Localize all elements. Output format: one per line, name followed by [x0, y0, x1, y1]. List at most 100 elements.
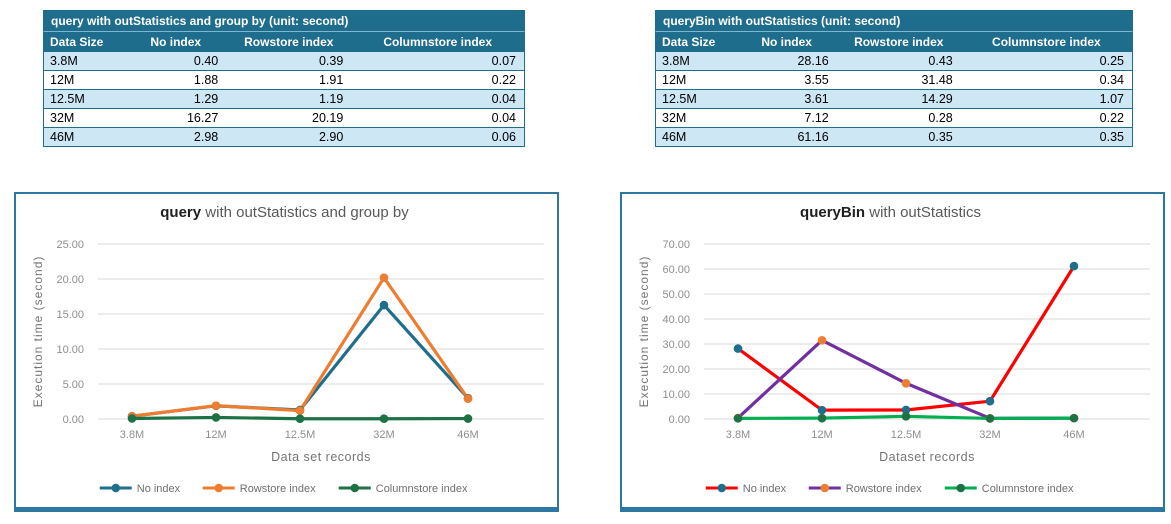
value-cell: 14.29 [836, 89, 961, 109]
table-row: 12.5M 1.29 1.19 0.04 [43, 89, 525, 109]
data-size-cell: 32M [43, 108, 126, 128]
series-marker-rowstore-index [379, 273, 389, 282]
value-cell: 0.06 [351, 127, 525, 147]
x-tick-label: 3.8M [120, 429, 144, 441]
x-tick-label: 12M [811, 429, 832, 441]
data-size-cell: 12.5M [655, 89, 737, 109]
value-cell: 2.90 [226, 127, 352, 147]
y-axis-label: Execution time (second) [637, 256, 651, 408]
series-marker-columnstore-index [211, 413, 221, 422]
series-marker-columnstore-index [295, 414, 305, 424]
legend-marker [214, 483, 224, 493]
x-tick-label: 12M [205, 429, 226, 441]
x-axis-label: Data set records [271, 450, 371, 464]
value-cell: 0.40 [125, 51, 227, 71]
chart-canvas: query with outStatistics and group by 0.0… [31, 204, 544, 495]
value-cell: 16.27 [125, 108, 227, 128]
series-line-rowstore-index [130, 276, 470, 418]
x-tick-label: 12.5M [891, 429, 922, 441]
table-row: 32M 7.12 0.28 0.22 [655, 108, 1133, 128]
value-cell: 3.55 [736, 70, 837, 90]
y-tick-label: 5.00 [63, 379, 84, 391]
table-row: 3.8M 0.40 0.39 0.07 [43, 51, 525, 71]
x-tick-label: 32M [979, 429, 1000, 441]
value-cell: 0.34 [960, 70, 1133, 90]
chart-title: query with outStatistics and group by [160, 204, 409, 221]
value-cell: 0.22 [351, 70, 525, 90]
legend-label: Rowstore index [240, 483, 316, 495]
series-marker-rowstore-index [901, 378, 911, 388]
value-cell: 0.25 [960, 51, 1133, 71]
value-cell: 1.88 [125, 70, 227, 90]
column-header-no-index: No index [125, 32, 227, 52]
data-size-cell: 46M [43, 127, 126, 147]
column-header-columnstore-index: Columnstore index [960, 32, 1133, 52]
legend-label: Columnstore index [982, 483, 1074, 495]
series-marker-columnstore-index [1069, 413, 1079, 423]
value-cell: 0.43 [836, 51, 961, 71]
y-tick-label: 0.00 [669, 414, 690, 426]
table-body: Data Size No index Rowstore index Columnsto… [655, 32, 1133, 147]
x-tick-label: 12.5M [285, 429, 316, 441]
data-size-cell: 3.8M [655, 51, 737, 71]
series-marker-columnstore-index [463, 414, 473, 423]
value-cell: 0.28 [836, 108, 961, 128]
data-size-cell: 46M [655, 127, 737, 147]
legend-item-columnstore-index: Columnstore index [338, 483, 468, 495]
table-row: 32M 16.27 20.19 0.04 [43, 108, 525, 128]
value-cell: 1.29 [125, 89, 227, 109]
chart-title: queryBin with outStatistics [800, 204, 981, 221]
value-cell: 0.22 [960, 108, 1133, 128]
series-marker-no-index [901, 405, 911, 415]
value-cell: 61.16 [736, 127, 837, 147]
column-header-columnstore-index: Columnstore index [351, 32, 525, 52]
benchmark-table: Data Size No index Rowstore index Columnsto… [43, 32, 525, 147]
y-tick-label: 10.00 [56, 344, 84, 356]
legend-item-no-index: No index [705, 483, 787, 495]
x-tick-label: 3.8M [726, 429, 750, 441]
legend-item-columnstore-index: Columnstore index [944, 483, 1074, 495]
value-cell: 7.12 [736, 108, 837, 128]
value-cell: 0.04 [351, 89, 525, 109]
series-marker-columnstore-index [733, 414, 743, 423]
legend-label: Columnstore index [376, 483, 468, 495]
querybin-line-chart: queryBin with outStatistics 0.00 10.00 20.0… [620, 192, 1165, 512]
legend-label: Rowstore index [846, 483, 922, 495]
legend-marker [111, 483, 121, 493]
x-tick-label: 46M [1063, 429, 1084, 441]
y-tick-label: 0.00 [63, 414, 84, 426]
series-marker-no-index [1069, 261, 1079, 271]
legend-item-no-index: No index [99, 483, 181, 495]
y-tick-label: 30.00 [662, 339, 690, 351]
series-marker-columnstore-index [901, 412, 911, 421]
series-line-no-index [130, 303, 470, 418]
x-axis-label: Dataset records [879, 450, 975, 464]
series-marker-rowstore-index [211, 401, 221, 410]
y-tick-label: 50.00 [662, 289, 690, 301]
legend-marker [717, 483, 727, 493]
legend-marker [820, 483, 830, 493]
column-header-no-index: No index [736, 32, 837, 52]
data-size-cell: 12.5M [43, 89, 126, 109]
legend-marker [956, 483, 966, 493]
legend-item-rowstore-index: Rowstore index [808, 483, 922, 495]
legend-marker [350, 483, 360, 493]
series-marker-columnstore-index [379, 414, 389, 424]
column-header-rowstore-index: Rowstore index [226, 32, 352, 52]
table-title: query with outStatistics and group by (u… [43, 10, 525, 32]
y-tick-label: 15.00 [56, 309, 84, 321]
y-axis-label: Execution time (second) [31, 256, 45, 408]
series-marker-no-index [817, 405, 827, 415]
series-marker-columnstore-index [127, 414, 137, 423]
table-title: queryBin with outStatistics (unit: secon… [655, 10, 1133, 32]
table-row: 12.5M 3.61 14.29 1.07 [655, 89, 1133, 109]
column-header-data-size: Data Size [655, 32, 737, 52]
series-marker-no-index [733, 344, 743, 353]
value-cell: 0.35 [960, 127, 1133, 147]
x-tick-label: 46M [457, 429, 478, 441]
legend-label: No index [743, 483, 787, 495]
value-cell: 1.19 [226, 89, 352, 109]
y-tick-label: 25.00 [56, 239, 84, 251]
querybin-benchmark-table: queryBin with outStatistics (unit: secon… [655, 10, 1133, 147]
